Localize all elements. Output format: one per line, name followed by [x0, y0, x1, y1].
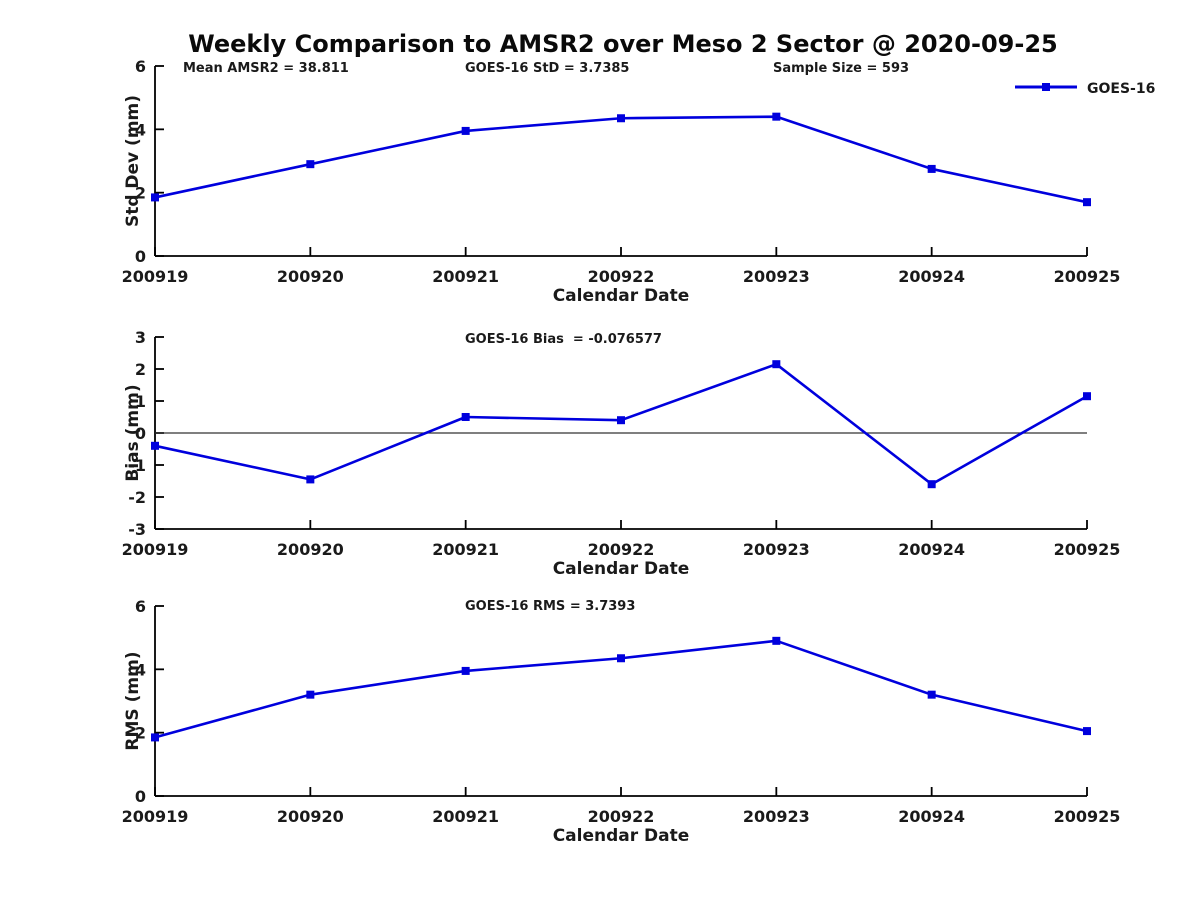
data-point-marker	[927, 480, 936, 489]
x-tick-label: 200921	[432, 267, 499, 286]
x-axis-title-rms: Calendar Date	[553, 826, 690, 846]
data-point-marker	[306, 475, 315, 484]
y-tick-label: 4	[135, 120, 146, 139]
x-tick-label: 200923	[743, 540, 810, 559]
data-point-marker	[617, 416, 625, 425]
x-tick-label: 200922	[588, 540, 655, 559]
data-point-marker	[151, 733, 159, 742]
data-point-marker	[617, 654, 625, 663]
x-tick-label: 200925	[1054, 540, 1121, 559]
y-tick-label: 2	[135, 360, 146, 379]
data-point-marker	[772, 112, 781, 121]
subplot-stddev: Mean AMSR2 = 38.811 GOES-16 StD = 3.7385…	[122, 57, 1156, 306]
data-point-marker	[461, 126, 470, 135]
y-tick-label: -2	[128, 488, 146, 507]
x-tick-label: 200920	[277, 267, 344, 286]
x-tick-label: 200924	[898, 267, 965, 286]
x-tick-label: 200925	[1054, 807, 1121, 826]
x-tick-label: 200922	[588, 267, 655, 286]
data-point-marker	[306, 690, 315, 699]
y-tick-label: 0	[135, 247, 146, 266]
plot-area-rms: 0 2 4 6 200919 200920 200921 200922 200923 200924…	[122, 597, 1121, 826]
legend: GOES-16	[1015, 81, 1155, 97]
data-point-marker	[461, 666, 470, 675]
y-tick-label: -3	[128, 520, 146, 539]
x-tick-label: 200920	[277, 540, 344, 559]
data-point-marker	[151, 193, 159, 202]
annotation-goes16-bias: GOES-16 Bias = -0.076577	[465, 332, 662, 347]
y-tick-label: 3	[135, 328, 146, 347]
data-point-marker	[151, 441, 159, 450]
page-title: Weekly Comparison to AMSR2 over Meso 2 S…	[188, 30, 1057, 58]
y-tick-label: 0	[135, 787, 146, 806]
x-tick-label: 200923	[743, 267, 810, 286]
x-tick-label: 200919	[122, 267, 189, 286]
y-axis-title-bias: Bias (mm)	[123, 384, 143, 481]
legend-label: GOES-16	[1087, 81, 1155, 97]
plot-area-stddev: 0 2 4 6 200919 200920 200921 200922 200923 200924…	[122, 57, 1121, 286]
y-tick-label: 1	[135, 392, 146, 411]
annotation-mean-amsr2: Mean AMSR2 = 38.811	[183, 61, 349, 76]
legend-marker	[1042, 83, 1050, 91]
y-tick-label: 2	[135, 184, 146, 203]
annotation-goes16-rms: GOES-16 RMS = 3.7393	[465, 599, 635, 614]
x-tick-label: 200921	[432, 540, 499, 559]
x-axis-title-bias: Calendar Date	[553, 559, 690, 579]
y-axis-title-rms: RMS (mm)	[123, 651, 143, 750]
data-point-marker	[1083, 198, 1091, 207]
y-tick-label: 0	[135, 424, 146, 443]
data-point-marker	[617, 114, 625, 123]
y-tick-label: 4	[135, 660, 146, 679]
data-point-marker	[927, 164, 936, 173]
data-point-marker	[306, 160, 315, 169]
y-axis-title-stddev: Std Dev (mm)	[123, 95, 143, 227]
subplot-bias: GOES-16 Bias = -0.076577 Bias (mm) Calen…	[122, 328, 1121, 579]
x-tick-label: 200923	[743, 807, 810, 826]
y-tick-label: 6	[135, 57, 146, 76]
data-point-marker	[927, 690, 936, 699]
x-tick-label: 200920	[277, 807, 344, 826]
x-axis-title-stddev: Calendar Date	[553, 286, 690, 306]
y-tick-label: 2	[135, 724, 146, 743]
data-point-marker	[1083, 727, 1091, 736]
x-tick-label: 200919	[122, 807, 189, 826]
data-point-marker	[772, 360, 781, 369]
x-tick-label: 200925	[1054, 267, 1121, 286]
data-point-marker	[461, 413, 470, 421]
data-point-marker	[1083, 392, 1091, 401]
x-tick-label: 200924	[898, 540, 965, 559]
annotation-goes16-std: GOES-16 StD = 3.7385	[465, 61, 629, 76]
data-line-goes-16	[153, 115, 1089, 204]
x-tick-label: 200921	[432, 807, 499, 826]
data-point-marker	[772, 636, 781, 645]
subplot-rms: GOES-16 RMS = 3.7393 RMS (mm) Calendar D…	[122, 597, 1121, 846]
x-tick-label: 200922	[588, 807, 655, 826]
x-tick-label: 200919	[122, 540, 189, 559]
annotation-sample-size: Sample Size = 593	[773, 61, 909, 76]
y-tick-label: 6	[135, 597, 146, 616]
y-tick-label: -1	[128, 456, 146, 475]
x-tick-label: 200924	[898, 807, 965, 826]
